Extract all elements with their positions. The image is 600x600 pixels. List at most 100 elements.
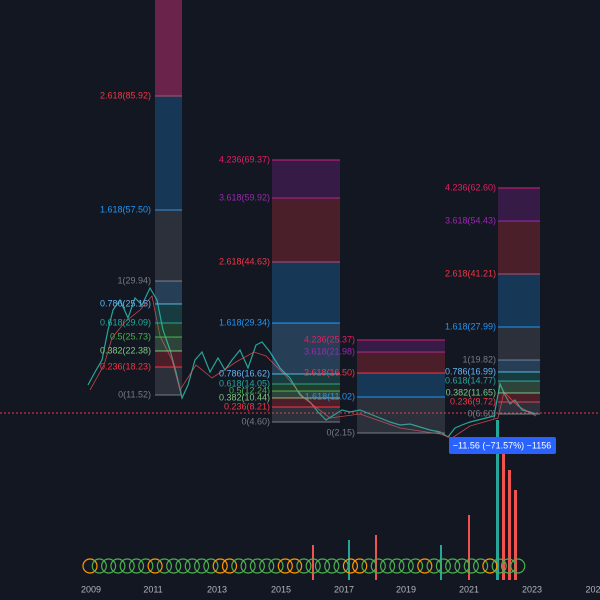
event-marker	[240, 558, 256, 574]
fib-level-label: 0.786(16.99)	[445, 366, 496, 376]
fib-band	[155, 210, 182, 281]
fib-level-label: 0(2.15)	[326, 427, 355, 437]
event-marker	[333, 558, 349, 574]
fib-band	[498, 393, 540, 402]
fib-band	[155, 0, 182, 96]
fib-level-label: 1(29.94)	[117, 275, 151, 285]
event-marker	[184, 558, 200, 574]
fib-band	[357, 340, 445, 352]
fib-band	[155, 304, 182, 323]
event-marker	[212, 558, 228, 574]
event-marker	[314, 558, 331, 574]
fib-band	[498, 274, 540, 327]
event-marker	[426, 558, 442, 574]
event-marker	[296, 558, 312, 574]
fib-level-label: 1.618(57.50)	[100, 204, 151, 214]
fib-level-label: 0.5(25.73)	[110, 331, 151, 341]
fib-level-label: 0(4.60)	[241, 416, 270, 426]
fib-band	[155, 337, 182, 351]
fib-level-label: 1.618(11.02)	[305, 391, 355, 401]
event-marker	[203, 558, 219, 574]
fib-level-label: 0.618(14.77)	[445, 375, 496, 385]
fib-band	[272, 398, 340, 407]
fib-band	[498, 327, 540, 360]
measure-badge	[449, 437, 556, 454]
volume-bar	[440, 545, 442, 580]
fib-level-label: 4.236(62.60)	[445, 182, 496, 192]
fib-level-label: 0.382(10.44)	[219, 392, 270, 402]
fib-band	[155, 96, 182, 210]
fib-level-label: 0.618(14.05)	[219, 378, 270, 388]
fib-band	[272, 384, 340, 391]
fib-band	[498, 188, 540, 221]
fib-band	[357, 373, 445, 397]
event-marker	[100, 558, 117, 574]
fib-level-label: 0.236(8.21)	[224, 401, 270, 411]
event-marker	[380, 558, 396, 574]
fib-band	[272, 160, 340, 198]
event-marker	[398, 558, 414, 574]
volume-bar	[312, 545, 314, 580]
fib-level-label: 3.618(54.43)	[445, 215, 496, 225]
event-marker	[352, 558, 368, 574]
volume-bar	[348, 540, 350, 580]
price-path	[87, 286, 537, 438]
x-axis: 2009 2011 2013 2015 2017 2019 2021 2023 202	[81, 584, 600, 594]
fib-level-label: 2.618(85.92)	[100, 90, 151, 100]
event-marker	[175, 558, 191, 574]
event-marker	[305, 558, 321, 574]
fib-level-label: 0.236(18.23)	[100, 361, 151, 371]
fib-level-label: 0(11.52)	[118, 389, 151, 399]
event-marker	[445, 558, 461, 574]
x-axis-label: 202	[585, 584, 600, 594]
fib-band	[498, 402, 540, 414]
fib-band	[272, 323, 340, 374]
event-marker	[361, 558, 377, 574]
event-marker	[417, 558, 433, 574]
event-marker	[128, 558, 145, 574]
fib-band	[155, 351, 182, 367]
fib-band	[498, 381, 540, 393]
fib-band	[272, 407, 340, 422]
fib-level-label: 0.5(12.24)	[229, 385, 270, 395]
event-marker	[482, 558, 498, 574]
volume-bars	[312, 420, 517, 580]
event-marker	[510, 558, 526, 574]
fib-level-label: 0.382(11.65)	[446, 387, 496, 397]
volume-bar	[502, 450, 505, 580]
volume-bar	[375, 535, 377, 580]
fib-band	[498, 372, 540, 381]
x-axis-label: 2019	[396, 584, 416, 594]
event-markers	[82, 558, 526, 574]
event-marker	[91, 558, 107, 574]
x-axis-label: 2015	[271, 584, 291, 594]
fib-level-label: 2.618(16.50)	[304, 367, 355, 377]
event-marker	[166, 558, 182, 574]
price-path-shadow	[89, 295, 537, 439]
fib-level-label: 3.618(59.92)	[219, 192, 270, 202]
event-marker	[342, 558, 358, 574]
event-marker	[491, 558, 507, 574]
event-marker	[454, 558, 470, 574]
x-axis-label: 2013	[207, 584, 227, 594]
event-marker	[407, 558, 424, 574]
fib-level-label: 0.618(29.09)	[100, 317, 151, 327]
event-marker	[389, 558, 405, 574]
fib-tools: 2.618(85.92) 1.618(57.50) 1(29.94) 0.786(25…	[100, 0, 540, 437]
fib-level-label: 0(6.60)	[467, 408, 496, 418]
fib-level-label: 0.382(22.38)	[100, 345, 151, 355]
fib-band	[155, 0, 182, 96]
fib-level-label: 2.618(44.63)	[219, 256, 270, 266]
fib-level-label: 1.618(29.34)	[219, 317, 270, 327]
fib-level-label: 4.236(25.37)	[304, 334, 355, 344]
event-marker	[473, 558, 489, 574]
fib-band	[155, 323, 182, 337]
event-marker	[147, 558, 163, 574]
x-axis-label: 2011	[143, 584, 162, 594]
event-marker	[82, 558, 98, 574]
fib-band	[272, 198, 340, 262]
fib-level-label: 4.236(69.37)	[219, 154, 270, 164]
fib-level-label: 1.618(27.99)	[445, 321, 496, 331]
event-marker	[277, 558, 293, 574]
fib-band	[155, 281, 182, 304]
